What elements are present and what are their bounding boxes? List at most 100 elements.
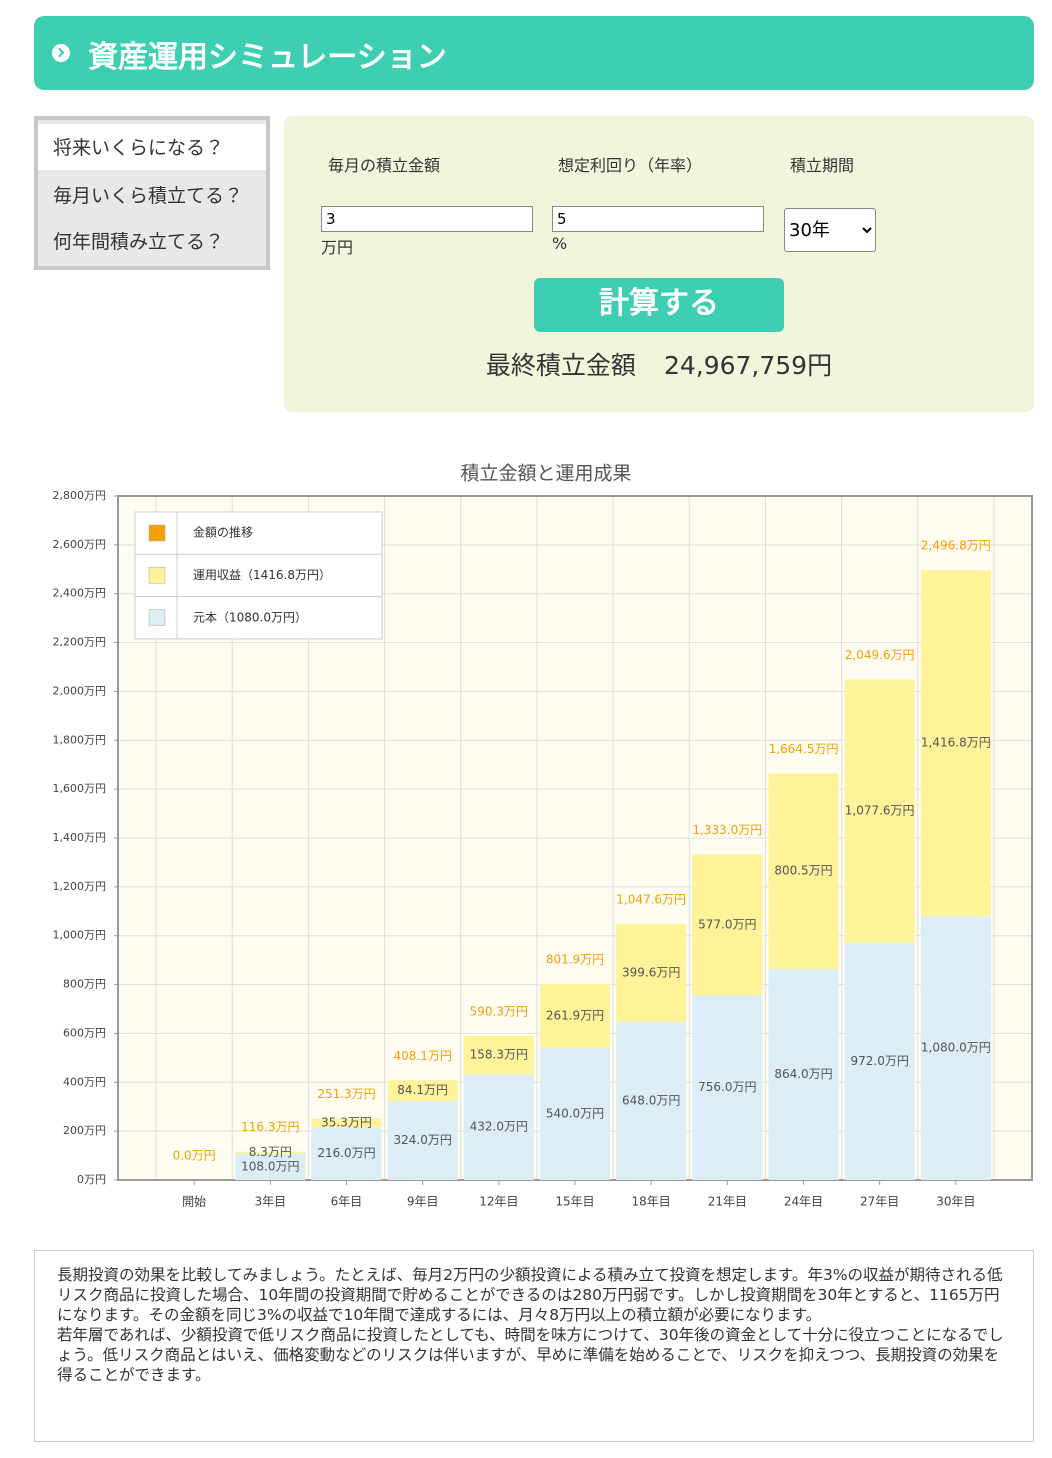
y-tick-label: 2,000万円	[53, 684, 107, 697]
bar-segment	[920, 570, 991, 917]
bar-segment	[463, 1074, 534, 1180]
bar-segment	[539, 1048, 611, 1180]
bar-segment	[844, 942, 915, 1180]
bar-label: 1,080.0万円	[921, 1041, 991, 1055]
x-tick-label: 24年目	[784, 1195, 823, 1209]
bar-label: 399.6万円	[622, 965, 680, 979]
bar-segment	[844, 679, 915, 943]
bar-segment	[692, 854, 763, 996]
x-tick-label: 12年目	[479, 1195, 518, 1209]
bar-segment	[692, 995, 763, 1180]
bar-label: 216.0万円	[317, 1146, 375, 1160]
total-label: 2,496.8万円	[921, 539, 991, 553]
total-label: 2,049.6万円	[845, 648, 915, 662]
y-tick-label: 800万円	[63, 978, 106, 991]
x-tick-label: 27年目	[860, 1195, 899, 1209]
field-label: 積立期間	[790, 156, 855, 175]
x-tick-label: 3年目	[255, 1195, 287, 1209]
bar-segment	[539, 984, 611, 1049]
bar-label: 540.0万円	[546, 1107, 604, 1121]
bar-label: 1,416.8万円	[921, 736, 991, 750]
y-tick-label: 2,400万円	[53, 587, 107, 600]
x-tick-label: 6年目	[331, 1195, 363, 1209]
y-tick-label: 400万円	[63, 1075, 106, 1088]
y-tick-label: 0万円	[77, 1173, 106, 1186]
bar-label: 35.3万円	[321, 1115, 372, 1129]
legend-label: 金額の推移	[193, 525, 253, 540]
total-label: 1,047.6万円	[616, 893, 686, 907]
total-label: 1,333.0万円	[692, 823, 762, 837]
bar-segment	[920, 916, 991, 1180]
x-tick-label: 18年目	[632, 1195, 671, 1209]
bar-segment	[387, 1100, 458, 1180]
legend-label: 元本（1080.0万円）	[193, 610, 307, 624]
y-tick-label: 2,200万円	[53, 636, 107, 649]
legend-swatch	[148, 609, 166, 626]
y-tick-label: 200万円	[63, 1124, 106, 1137]
bar-label: 648.0万円	[622, 1093, 680, 1107]
header-title: 資産運用シミュレーション	[88, 40, 447, 75]
legend-label: 運用収益（1416.8万円）	[193, 568, 331, 582]
bar-segment	[235, 1153, 306, 1180]
y-tick-label: 1,400万円	[53, 831, 107, 844]
header-icon	[52, 44, 70, 62]
tab[interactable]: 毎月いくら積立てる？	[53, 185, 244, 207]
total-label: 590.3万円	[470, 1004, 528, 1018]
bar-segment	[616, 1021, 687, 1180]
description: 長期投資の効果を比較してみましょう。たとえば、毎月2万円の少額投資による積み立て…	[34, 1250, 1034, 1442]
total-label: 801.9万円	[546, 953, 604, 967]
total-label: 0.0万円	[173, 1149, 216, 1163]
y-tick-label: 2,800万円	[53, 489, 107, 502]
period-select[interactable]: 30年	[784, 208, 876, 252]
bar-label: 324.0万円	[393, 1133, 451, 1147]
x-tick-label: 開始	[182, 1195, 206, 1209]
x-tick-label: 30年目	[936, 1195, 975, 1209]
total-label: 251.3万円	[317, 1087, 375, 1101]
y-tick-label: 1,600万円	[53, 782, 107, 795]
x-tick-label: 21年目	[708, 1195, 747, 1209]
bar-segment	[235, 1151, 306, 1154]
form-panel: 毎月の積立金額 想定利回り（年率） 積立期間 万円 % 30年 計算する 最終積…	[284, 116, 1034, 412]
legend-swatch	[148, 567, 166, 584]
bar-label: 800.5万円	[774, 864, 832, 878]
total-label: 1,664.5万円	[769, 742, 839, 756]
y-tick-label: 1,000万円	[53, 929, 107, 942]
chart-title: 積立金額と運用成果	[460, 463, 631, 485]
chart: 積立金額と運用成果 0万円 200万円 400万円 600万円 800万円 1,000万円…	[53, 463, 1033, 1209]
bar-label: 158.3万円	[470, 1048, 528, 1062]
bar-label: 261.9万円	[546, 1009, 604, 1023]
bar-label: 577.0万円	[698, 917, 756, 931]
tab[interactable]: 将来いくらになる？	[38, 124, 266, 170]
field-label: 毎月の積立金額	[328, 156, 441, 175]
y-tick-label: 1,800万円	[53, 733, 107, 746]
field-unit: %	[552, 234, 568, 253]
tab-list: 将来いくらになる？ 毎月いくら積立てる？ 何年間積み立てる？	[34, 116, 270, 270]
total-label: 116.3万円	[241, 1120, 299, 1134]
tab[interactable]: 何年間積み立てる？	[53, 231, 225, 253]
calculate-button[interactable]: 計算する	[534, 278, 784, 332]
y-tick-label: 2,600万円	[53, 538, 107, 551]
bar-label: 756.0万円	[698, 1080, 756, 1094]
bar-segment	[311, 1118, 382, 1128]
y-tick-label: 600万円	[63, 1026, 106, 1039]
bar-label: 108.0万円	[241, 1159, 299, 1173]
paragraph: 長期投資の効果を比較してみましょう。たとえば、毎月2万円の少額投資による積み立て…	[57, 1266, 1003, 1324]
rate-input[interactable]	[552, 206, 764, 232]
amount-input[interactable]	[321, 206, 533, 232]
legend-box	[134, 511, 383, 640]
result-value: 24,967,759円	[663, 351, 833, 380]
field-label: 想定利回り（年率）	[558, 156, 703, 175]
bar-label: 1,077.6万円	[845, 803, 915, 817]
x-tick-label: 15年目	[555, 1195, 594, 1209]
legend-swatch	[148, 524, 166, 542]
result: 最終積立金額 24,967,759円	[284, 346, 1034, 382]
field-unit: 万円	[321, 238, 354, 257]
bar-segment	[387, 1080, 458, 1101]
paragraph: 若年層であれば、少額投資で低リスク商品に投資したとしても、時間を味方につけて、3…	[57, 1326, 1004, 1384]
bar-label: 432.0万円	[470, 1120, 528, 1134]
total-label: 408.1万円	[393, 1049, 451, 1063]
bar-segment	[311, 1127, 382, 1180]
bar-segment	[616, 924, 687, 1022]
bar-segment	[463, 1035, 534, 1075]
